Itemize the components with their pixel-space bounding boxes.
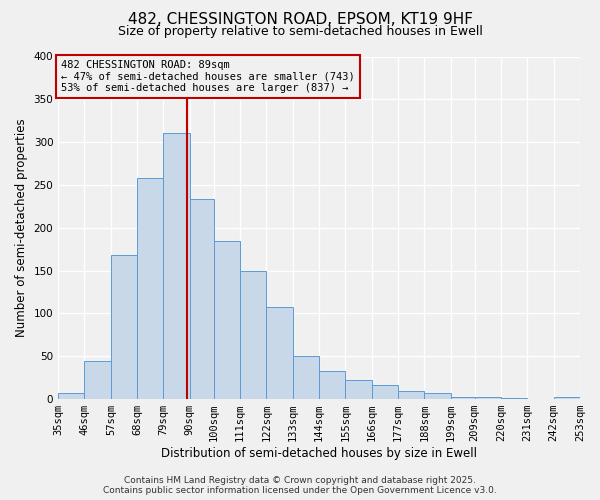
Bar bbox=[137, 178, 163, 399]
Bar bbox=[111, 255, 137, 399]
Bar bbox=[501, 398, 527, 399]
Text: Size of property relative to semi-detached houses in Ewell: Size of property relative to semi-detach… bbox=[118, 25, 482, 38]
Bar bbox=[475, 398, 501, 399]
X-axis label: Distribution of semi-detached houses by size in Ewell: Distribution of semi-detached houses by … bbox=[161, 447, 477, 460]
Bar bbox=[58, 393, 85, 399]
Text: Contains HM Land Registry data © Crown copyright and database right 2025.
Contai: Contains HM Land Registry data © Crown c… bbox=[103, 476, 497, 495]
Bar bbox=[346, 380, 372, 399]
Bar bbox=[163, 132, 190, 399]
Bar bbox=[85, 362, 111, 399]
Bar bbox=[240, 272, 266, 399]
Bar bbox=[398, 392, 424, 399]
Bar bbox=[451, 398, 475, 399]
Bar bbox=[424, 393, 451, 399]
Text: 482, CHESSINGTON ROAD, EPSOM, KT19 9HF: 482, CHESSINGTON ROAD, EPSOM, KT19 9HF bbox=[128, 12, 473, 28]
Y-axis label: Number of semi-detached properties: Number of semi-detached properties bbox=[15, 118, 28, 337]
Bar bbox=[190, 198, 214, 399]
Bar bbox=[266, 306, 293, 399]
Bar bbox=[293, 356, 319, 399]
Bar bbox=[372, 384, 398, 399]
Bar bbox=[214, 240, 240, 399]
Bar bbox=[554, 398, 580, 399]
Bar bbox=[319, 371, 346, 399]
Text: 482 CHESSINGTON ROAD: 89sqm
← 47% of semi-detached houses are smaller (743)
53% : 482 CHESSINGTON ROAD: 89sqm ← 47% of sem… bbox=[61, 60, 355, 93]
